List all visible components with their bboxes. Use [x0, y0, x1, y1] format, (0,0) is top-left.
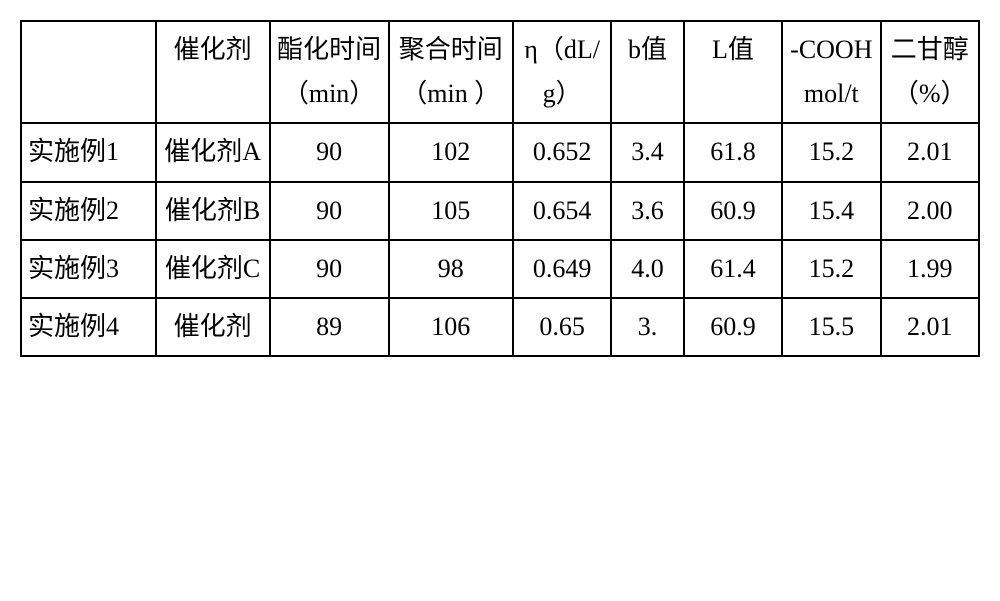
cell-ester-time: 90	[270, 240, 389, 298]
cell-b: 3.6	[611, 182, 683, 240]
cell-deg: 2.00	[881, 182, 979, 240]
cell-catalyst: 催化剂A	[156, 123, 270, 181]
cell-ester-time: 90	[270, 182, 389, 240]
cell-eta: 0.654	[513, 182, 611, 240]
header-deg: 二甘醇（%）	[881, 21, 979, 123]
cell-cooh: 15.2	[782, 240, 880, 298]
header-blank	[21, 21, 156, 123]
header-catalyst: 催化剂	[156, 21, 270, 123]
row-label: 实施例1	[21, 123, 156, 181]
table-row: 实施例4 催化剂 89 106 0.65 3. 60.9 15.5 2.01	[21, 298, 979, 356]
header-poly-time: 聚合时间（min ）	[389, 21, 513, 123]
cell-ester-time: 89	[270, 298, 389, 356]
cell-b: 4.0	[611, 240, 683, 298]
data-table: 催化剂 酯化时间（min） 聚合时间（min ） η（dL/g） b值 L值 -…	[20, 20, 980, 357]
cell-l: 60.9	[684, 298, 782, 356]
cell-eta: 0.65	[513, 298, 611, 356]
row-label: 实施例4	[21, 298, 156, 356]
cell-catalyst: 催化剂	[156, 298, 270, 356]
cell-eta: 0.652	[513, 123, 611, 181]
header-ester-time: 酯化时间（min）	[270, 21, 389, 123]
cell-b: 3.4	[611, 123, 683, 181]
header-l: L值	[684, 21, 782, 123]
cell-poly-time: 106	[389, 298, 513, 356]
cell-l: 61.8	[684, 123, 782, 181]
cell-catalyst: 催化剂B	[156, 182, 270, 240]
cell-eta: 0.649	[513, 240, 611, 298]
cell-cooh: 15.5	[782, 298, 880, 356]
header-eta: η（dL/g）	[513, 21, 611, 123]
cell-ester-time: 90	[270, 123, 389, 181]
table-row: 实施例1 催化剂A 90 102 0.652 3.4 61.8 15.2 2.0…	[21, 123, 979, 181]
cell-deg: 1.99	[881, 240, 979, 298]
cell-poly-time: 105	[389, 182, 513, 240]
header-cooh: -COOH mol/t	[782, 21, 880, 123]
cell-cooh: 15.2	[782, 123, 880, 181]
cell-deg: 2.01	[881, 298, 979, 356]
cell-catalyst: 催化剂C	[156, 240, 270, 298]
cell-poly-time: 98	[389, 240, 513, 298]
row-label: 实施例3	[21, 240, 156, 298]
cell-b: 3.	[611, 298, 683, 356]
cell-l: 60.9	[684, 182, 782, 240]
table-header-row: 催化剂 酯化时间（min） 聚合时间（min ） η（dL/g） b值 L值 -…	[21, 21, 979, 123]
cell-l: 61.4	[684, 240, 782, 298]
cell-cooh: 15.4	[782, 182, 880, 240]
header-b: b值	[611, 21, 683, 123]
cell-deg: 2.01	[881, 123, 979, 181]
row-label: 实施例2	[21, 182, 156, 240]
table-row: 实施例2 催化剂B 90 105 0.654 3.6 60.9 15.4 2.0…	[21, 182, 979, 240]
table-row: 实施例3 催化剂C 90 98 0.649 4.0 61.4 15.2 1.99	[21, 240, 979, 298]
cell-poly-time: 102	[389, 123, 513, 181]
